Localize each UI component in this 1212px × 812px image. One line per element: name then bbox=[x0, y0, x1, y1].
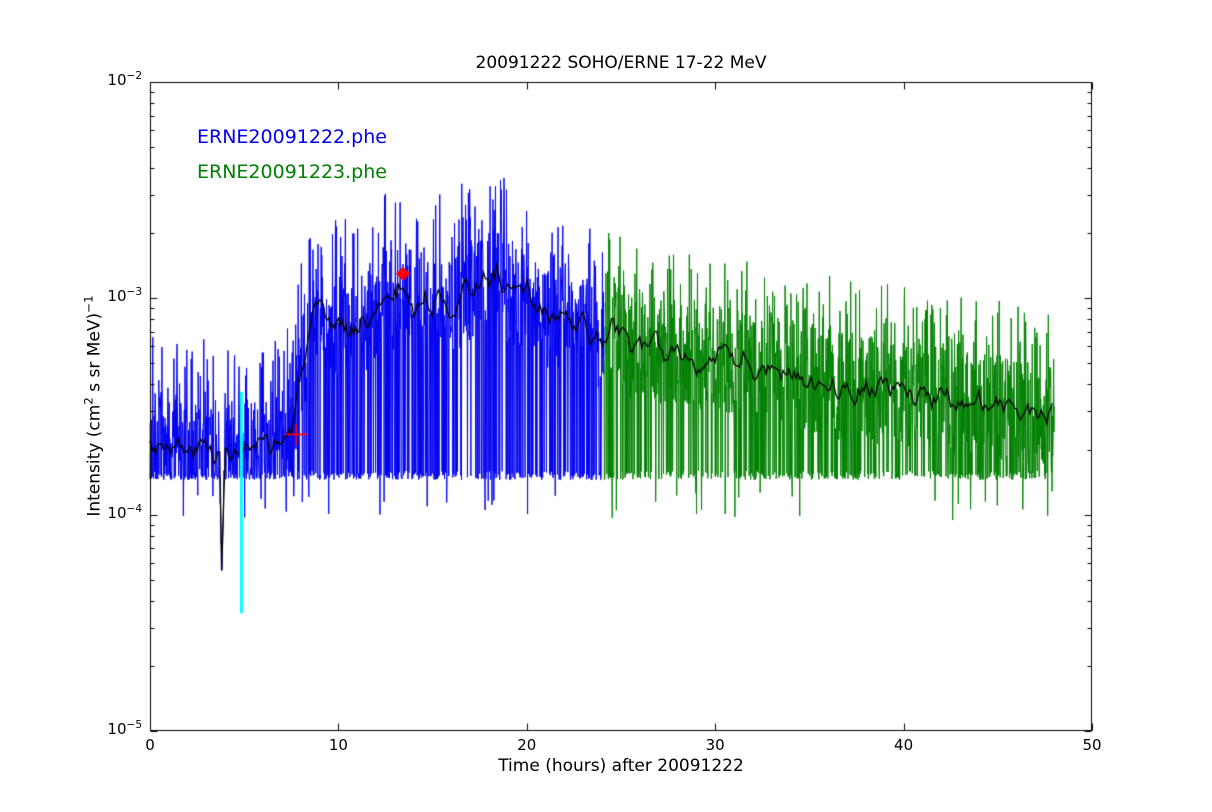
chart-title: 20091222 SOHO/ERNE 17-22 MeV bbox=[475, 53, 767, 73]
legend-entry-file1: ERNE20091222.phe bbox=[197, 126, 387, 148]
x-tick-label-20: 20 bbox=[517, 736, 537, 754]
x-tick-label-30: 30 bbox=[705, 736, 725, 754]
y-tick-label-1e-5: 10−5 bbox=[107, 719, 142, 738]
x-axis-label: Time (hours) after 20091222 bbox=[498, 756, 744, 776]
y-tick-label-1e-3: 10−3 bbox=[107, 286, 142, 306]
y-tick-label-1e-2: 10−2 bbox=[107, 70, 142, 89]
x-tick-label-10: 10 bbox=[328, 736, 348, 754]
x-tick-label-50: 50 bbox=[1082, 736, 1102, 754]
legend-entry-file2: ERNE20091223.phe bbox=[197, 161, 387, 183]
x-tick-label-0: 0 bbox=[145, 736, 155, 754]
y-axis-label: Intensity (cm2 s sr MeV)−1 bbox=[82, 295, 105, 516]
y-axis-label-text: s sr MeV) bbox=[84, 312, 105, 398]
y-tick-label-1e-4: 10−4 bbox=[107, 502, 142, 522]
y-axis-label-text: Intensity (cm bbox=[84, 404, 105, 517]
x-tick-label-40: 40 bbox=[894, 736, 914, 754]
y-axis-label-sup: 2 bbox=[81, 397, 96, 405]
